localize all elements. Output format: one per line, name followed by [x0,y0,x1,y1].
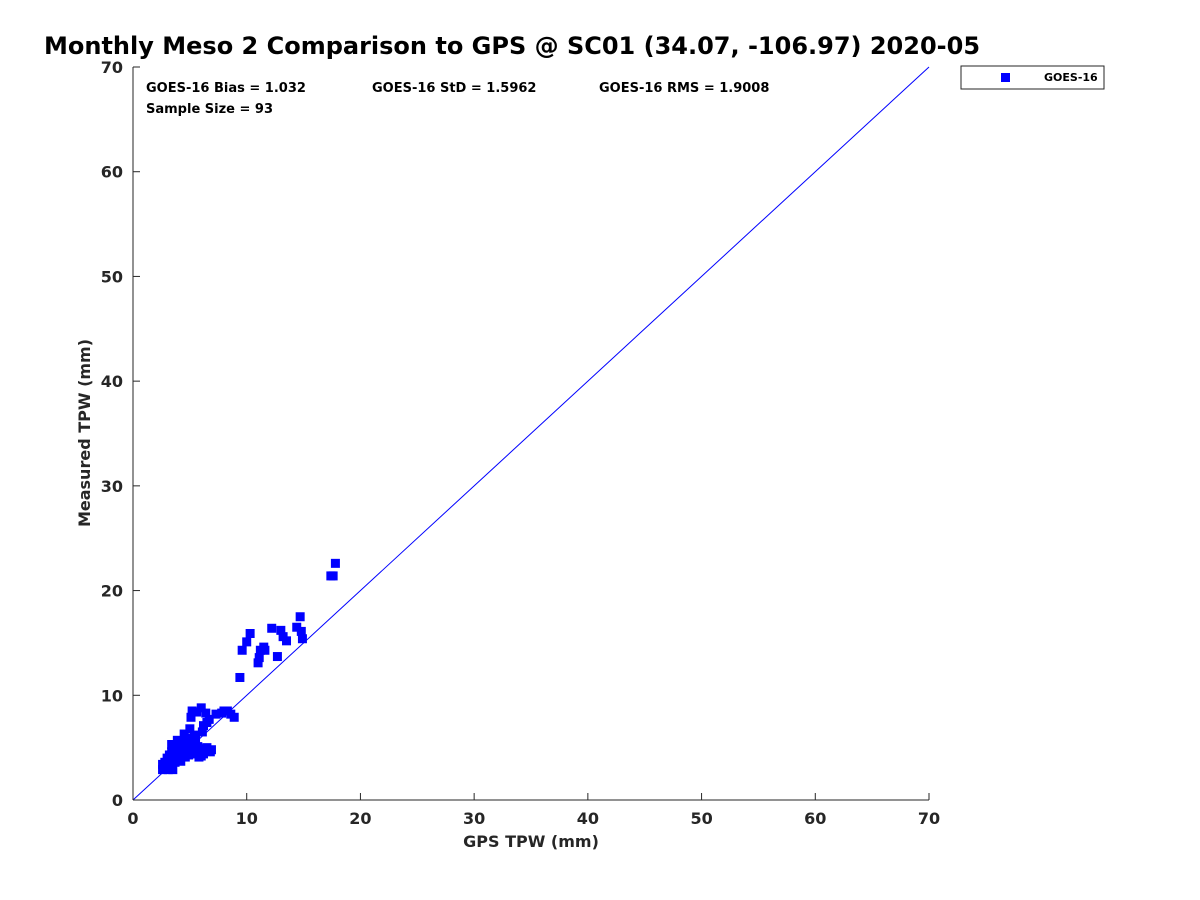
x-tick-label: 30 [463,809,485,828]
data-point [172,741,182,751]
data-point [328,571,338,581]
plot-area: 0 10 20 30 40 50 60 70 0 10 20 30 40 50 60 70 [101,58,940,828]
data-point [168,765,178,775]
x-tick-label: 70 [918,809,940,828]
data-point [204,714,214,724]
data-point [192,707,202,717]
data-point [184,733,194,743]
data-point [196,703,206,713]
data-point [202,743,212,753]
data-point [176,748,186,758]
x-tick-label: 20 [349,809,371,828]
y-tick-label: 10 [101,686,123,705]
data-point [254,653,264,663]
data-point [188,738,198,748]
data-point [201,708,211,718]
data-point [260,645,270,655]
stat-std: GOES-16 StD = 1.5962 [372,81,536,96]
data-point [206,745,216,755]
y-tick-label: 20 [101,582,123,601]
data-point [267,623,277,633]
legend: GOES-16 [960,65,1105,90]
data-point [196,751,206,761]
data-point [272,652,282,662]
stat-sample-size: Sample Size = 93 [146,102,273,117]
y-tick-label: 50 [101,267,123,286]
data-point [178,736,188,746]
data-point [276,625,286,635]
legend-box [960,65,1105,90]
data-point [282,636,292,646]
data-point [187,706,197,716]
data-points [158,558,340,775]
stat-bias: GOES-16 Bias = 1.032 [146,81,306,96]
y-tick-label: 70 [101,58,123,77]
data-point [160,757,170,767]
y-tick-label: 40 [101,372,123,391]
x-tick-label: 50 [690,809,712,828]
axes [132,67,929,801]
x-tick-label: 40 [577,809,599,828]
one-to-one-line [132,66,930,801]
data-point [292,622,302,632]
data-point [193,742,203,752]
data-point [229,712,239,722]
chart-title: Monthly Meso 2 Comparison to GPS @ SC01 … [44,32,980,60]
data-point [179,729,189,739]
data-point [295,612,305,622]
data-point [297,634,307,644]
data-point [296,626,306,636]
data-point [197,727,207,737]
data-point [211,709,221,719]
data-point [185,724,195,734]
reference-line-layer [132,66,930,801]
legend-marker-goes16 [1001,73,1010,82]
data-point [330,558,340,568]
y-tick-label: 30 [101,477,123,496]
stat-rms: GOES-16 RMS = 1.9008 [599,81,769,96]
y-tick-label: 60 [101,163,123,182]
x-tick-label: 10 [236,809,258,828]
x-axis-label: GPS TPW (mm) [463,832,599,851]
y-tick-label: 0 [112,791,123,810]
data-point [235,672,245,682]
y-axis-label: Measured TPW (mm) [75,339,94,527]
x-tick-label: 60 [804,809,826,828]
data-point [237,645,247,655]
data-point [176,756,186,766]
x-tick-label: 0 [127,809,138,828]
data-point [179,743,189,753]
data-point [245,629,255,639]
legend-label-goes16: GOES-16 [1044,71,1098,84]
data-point [164,750,174,760]
data-point [189,730,199,740]
tick-marks: 0 10 20 30 40 50 60 70 0 10 20 30 40 50 60 70 [101,58,940,828]
data-point [242,637,252,647]
data-point [186,712,196,722]
data-point [253,658,263,668]
